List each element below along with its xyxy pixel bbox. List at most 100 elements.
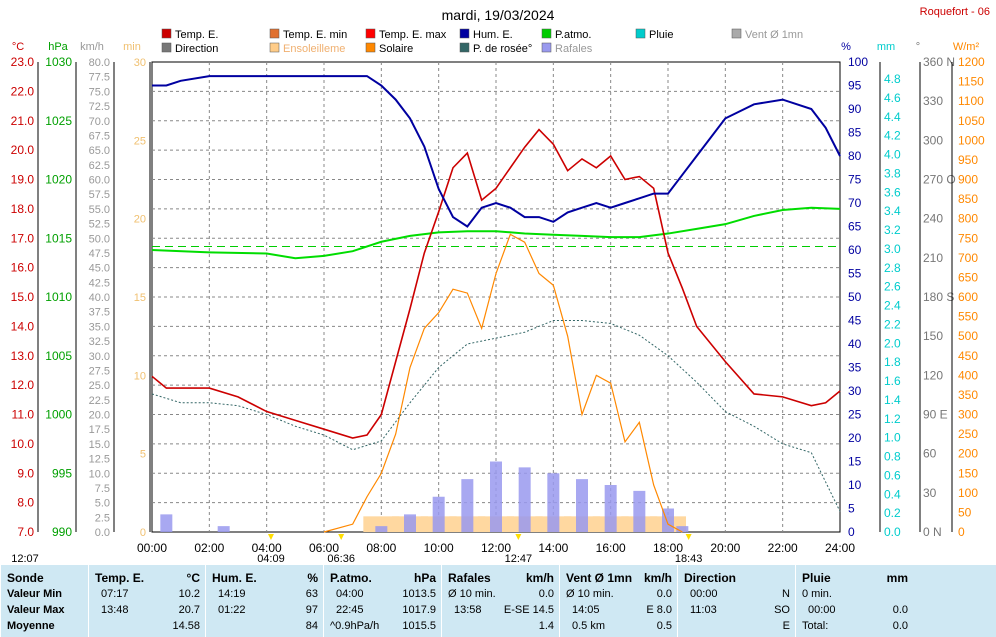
x-tick: 00:00: [137, 541, 167, 555]
deg-tick: 240: [923, 212, 943, 226]
sun-marker-label: 06:36: [327, 553, 355, 565]
wm2-tick: 800: [958, 212, 978, 226]
axis-unit-mm: mm: [877, 41, 895, 53]
temp-tick: 22.0: [11, 84, 35, 98]
kmh-tick: 20.0: [89, 410, 110, 422]
temp-tick: 14.0: [11, 319, 35, 333]
gust-bar: [676, 526, 689, 532]
mm-tick: 2.4: [884, 299, 901, 313]
summary-col-sonde: Sonde Valeur Min Valeur Max Moyenne: [0, 565, 89, 637]
wm2-tick: 50: [958, 505, 972, 519]
temp-tick: 23.0: [11, 55, 35, 69]
sun-marker-icon: [685, 534, 692, 540]
summary-col-pluie: Pluie mm 0 min. 00:00 0.0 Total: 0.0: [795, 565, 914, 637]
gust-bar: [576, 479, 588, 532]
mm-tick: 3.2: [884, 223, 901, 237]
kmh-tick: 27.5: [89, 365, 110, 377]
x-tick: 02:00: [194, 541, 224, 555]
wm2-tick: 1150: [958, 75, 984, 89]
kmh-tick: 55.0: [89, 204, 110, 216]
kmh-tick: 7.5: [95, 483, 110, 495]
legend-label: Vent Ø 1mn: [745, 29, 803, 41]
gust-bar: [461, 479, 474, 532]
mm-tick: 2.2: [884, 317, 901, 331]
legend-label: Direction: [175, 43, 218, 55]
mm-tick: 1.4: [884, 393, 901, 407]
pct-tick: 95: [848, 79, 862, 93]
summary-header: Direction: [684, 571, 737, 585]
mm-tick: 2.8: [884, 261, 901, 275]
wm2-tick: 0: [958, 525, 965, 539]
temp-tick: 21.0: [11, 114, 35, 128]
kmh-tick: 65.0: [89, 145, 110, 157]
kmh-tick: 42.5: [89, 277, 110, 289]
sun-marker-label: 18:43: [675, 553, 703, 565]
sun-marker-label: 12:47: [505, 553, 533, 565]
gust-bar: [432, 496, 445, 532]
mm-tick: 2.6: [884, 280, 901, 294]
legend-swatch: [541, 28, 552, 39]
sun-marker-label: 04:09: [257, 553, 285, 565]
summary-col-rafales: Rafales km/h Ø 10 min. 0.0 13:58 E-SE 14…: [441, 565, 560, 637]
temp-tick: 9.0: [17, 466, 34, 480]
deg-tick: 120: [923, 368, 943, 382]
legend-label: P. de rosée°: [473, 43, 532, 55]
deg-tick: 60: [923, 447, 937, 461]
x-tick: 18:00: [653, 541, 683, 555]
summary-unit: °C: [186, 571, 200, 585]
legend-swatch: [161, 42, 172, 53]
sun-marker-icon: [267, 534, 274, 540]
cell-value: 63: [305, 588, 318, 600]
deg-tick: 360 N: [923, 55, 955, 69]
cell-time: 00:00: [808, 604, 836, 616]
row-label: Valeur Min: [7, 588, 63, 600]
kmh-tick: 35.0: [89, 321, 110, 333]
cell-value: 10.2: [178, 588, 200, 600]
legend-label: Solaire: [379, 43, 413, 55]
legend-label: Ensoleilleme: [283, 43, 345, 55]
cell-value: 1017.9: [402, 604, 436, 616]
kmh-tick: 70.0: [89, 116, 110, 128]
mm-tick: 0.4: [884, 487, 901, 501]
x-tick: 04:00: [252, 541, 282, 555]
pct-tick: 60: [848, 243, 862, 257]
temp-tick: 19.0: [11, 173, 35, 187]
pct-tick: 85: [848, 126, 862, 140]
cell-value: E 8.0: [646, 604, 672, 616]
cell-trend: ^0.9hPa/h: [330, 620, 380, 632]
mm-tick: 3.4: [884, 204, 901, 218]
mm-tick: 1.6: [884, 374, 901, 388]
mm-tick: 4.6: [884, 91, 901, 105]
wm2-tick: 350: [958, 388, 978, 402]
temp-tick: 10.0: [11, 437, 35, 451]
cell-time: Ø 10 min.: [448, 588, 496, 600]
wm2-tick: 250: [958, 427, 978, 441]
pct-tick: 90: [848, 102, 862, 116]
legend-swatch: [269, 28, 280, 39]
row-label: Moyenne: [7, 620, 55, 632]
kmh-tick: 62.5: [89, 160, 110, 172]
x-tick: 24:00: [825, 541, 855, 555]
summary-header: Sonde: [7, 571, 44, 585]
cell-time: 07:17: [101, 588, 129, 600]
temp-tick: 17.0: [11, 231, 35, 245]
summary-header: Rafales: [448, 571, 491, 585]
temp-tick: 20.0: [11, 143, 35, 157]
min-tick: 0: [140, 527, 146, 539]
cell-value: 0.5: [656, 620, 672, 632]
sunshine-bar: [363, 516, 400, 532]
cell-time: 11:03: [690, 604, 717, 616]
summary-unit: %: [307, 571, 318, 585]
pct-tick: 65: [848, 220, 862, 234]
x-tick: 12:00: [481, 541, 511, 555]
mm-tick: 3.6: [884, 185, 901, 199]
cell-label: Total:: [802, 620, 829, 632]
axis-unit-pct: %: [841, 41, 851, 53]
mm-tick: 4.0: [884, 148, 901, 162]
gust-bar: [490, 461, 502, 532]
deg-tick: 270 O: [923, 173, 956, 187]
axis-unit-wm2: W/m²: [953, 41, 980, 53]
kmh-tick: 67.5: [89, 130, 110, 142]
kmh-tick: 12.5: [89, 454, 110, 466]
kmh-tick: 45.0: [89, 263, 110, 275]
